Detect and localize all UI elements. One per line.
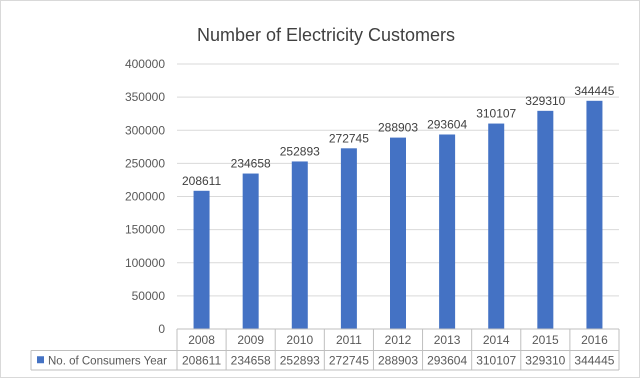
- table-value: 234658: [231, 353, 271, 367]
- y-tick-label: 50000: [132, 289, 166, 303]
- bar-2010: [291, 161, 308, 329]
- table-value: 272745: [329, 353, 369, 367]
- table-value: 288903: [378, 353, 418, 367]
- bars: [193, 100, 603, 330]
- x-tick-label: 2014: [483, 333, 510, 347]
- data-label: 208611: [182, 174, 221, 188]
- y-tick-label: 250000: [125, 156, 165, 170]
- bar-2009: [242, 173, 259, 329]
- y-tick-label: 200000: [125, 190, 165, 204]
- y-tick-label: 100000: [125, 256, 165, 270]
- data-labels: 208611 234658 252893 272745 288903 293604 3101…: [182, 84, 615, 188]
- bar-2008: [193, 190, 210, 329]
- data-label: 234658: [231, 157, 271, 171]
- y-tick-label: 400000: [125, 57, 165, 71]
- x-tick-label: 2013: [434, 333, 461, 347]
- table-value: 344445: [574, 353, 614, 367]
- table-value: 252893: [280, 353, 320, 367]
- bar-2012: [390, 137, 406, 329]
- bar-2014: [488, 123, 505, 330]
- x-tick-label: 2008: [188, 333, 215, 347]
- bar-2016: [586, 100, 603, 329]
- table-value: 310107: [476, 353, 516, 367]
- y-tick-label: 300000: [125, 123, 165, 137]
- data-label: 344445: [574, 84, 614, 98]
- table-value: 329310: [525, 353, 565, 367]
- data-label: 329310: [525, 94, 565, 108]
- y-tick-label: 350000: [125, 90, 165, 104]
- x-tick-label: 2015: [532, 333, 559, 347]
- bar-2011: [340, 148, 357, 329]
- data-table: 2008 208611 2009 234658 2010 252893 2011 272745…: [30, 328, 620, 371]
- table-value: 293604: [427, 353, 467, 367]
- data-label: 293604: [427, 117, 467, 131]
- x-tick-label: 2009: [237, 333, 264, 347]
- bar-2015: [537, 110, 554, 329]
- data-label: 252893: [280, 144, 320, 158]
- chart-title: Number of Electricity Customers: [197, 25, 455, 45]
- y-tick-label: 0: [158, 322, 165, 336]
- table-value: 208611: [182, 353, 221, 367]
- data-label: 310107: [476, 107, 516, 121]
- bar-2013: [439, 134, 456, 329]
- legend-series-label: No. of Consumers Year: [48, 355, 167, 367]
- y-tick-label: 150000: [125, 223, 165, 237]
- legend-key-icon: [37, 356, 44, 364]
- y-axis-tick-labels: 0 50000 100000 150000 200000 250000 300000 3500…: [125, 57, 165, 336]
- x-tick-label: 2010: [286, 333, 313, 347]
- data-label: 288903: [378, 121, 418, 135]
- x-tick-label: 2012: [385, 333, 412, 347]
- data-label: 272745: [329, 131, 369, 145]
- x-tick-label: 2016: [581, 333, 608, 347]
- x-tick-label: 2011: [336, 333, 362, 347]
